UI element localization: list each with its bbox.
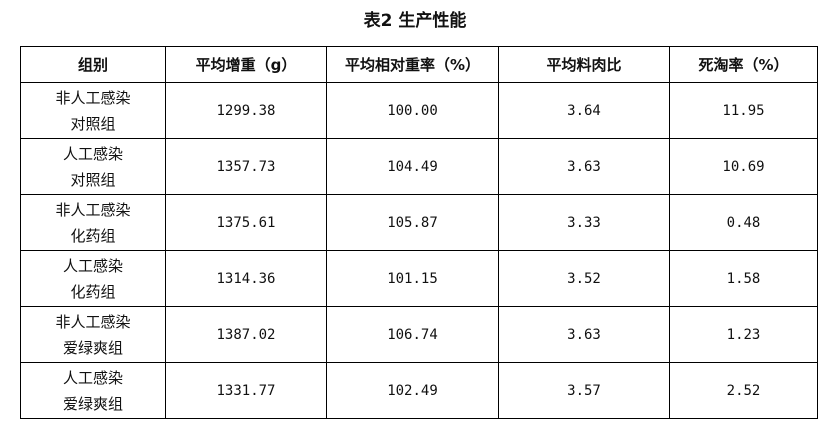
- group-label-line: 非人工感染: [55, 312, 131, 331]
- value-cell: 102.49: [326, 362, 499, 419]
- table-row: 人工感染 爱绿爽组 1331.77 102.49 3.57 2.52: [20, 362, 818, 419]
- value-cell: 0.48: [669, 194, 818, 251]
- group-label-line: 人工感染: [62, 256, 123, 275]
- value-cell: 2.52: [669, 362, 818, 419]
- value-cell: 3.52: [498, 250, 670, 307]
- table-row: 非人工感染 对照组 1299.38 100.00 3.64 11.95: [20, 82, 818, 139]
- value-cell: 1331.77: [165, 362, 327, 419]
- value-cell: 1357.73: [165, 138, 327, 195]
- value-cell: 1.23: [669, 306, 818, 363]
- table-row: 人工感染 化药组 1314.36 101.15 3.52 1.58: [20, 250, 818, 307]
- value-cell: 3.63: [498, 306, 670, 363]
- group-label-line: 非人工感染: [55, 88, 131, 107]
- group-label-line: 非人工感染: [55, 200, 131, 219]
- table-row: 人工感染 对照组 1357.73 104.49 3.63 10.69: [20, 138, 818, 195]
- group-label-line: 化药组: [70, 282, 116, 301]
- value-cell: 3.64: [498, 82, 670, 139]
- value-cell: 106.74: [326, 306, 499, 363]
- group-cell: 人工感染 化药组: [20, 250, 166, 307]
- group-label-line: 人工感染: [62, 144, 123, 163]
- group-cell: 人工感染 对照组: [20, 138, 166, 195]
- group-cell: 非人工感染 爱绿爽组: [20, 306, 166, 363]
- value-cell: 3.57: [498, 362, 670, 419]
- column-header: 平均增重（g）: [165, 46, 327, 83]
- header-row: 组别 平均增重（g） 平均相对重率（%） 平均料肉比 死淘率（%）: [20, 46, 818, 83]
- value-cell: 1.58: [669, 250, 818, 307]
- value-cell: 11.95: [669, 82, 818, 139]
- production-performance-table: 组别 平均增重（g） 平均相对重率（%） 平均料肉比 死淘率（%） 非人工感染 对照组 12…: [20, 46, 818, 419]
- group-label-line: 人工感染: [62, 368, 123, 387]
- group-label-line: 爱绿爽组: [62, 338, 123, 357]
- value-cell: 1299.38: [165, 82, 327, 139]
- table-row: 非人工感染 化药组 1375.61 105.87 3.33 0.48: [20, 194, 818, 251]
- value-cell: 100.00: [326, 82, 499, 139]
- value-cell: 104.49: [326, 138, 499, 195]
- value-cell: 101.15: [326, 250, 499, 307]
- group-label-line: 对照组: [70, 170, 116, 189]
- column-header: 平均相对重率（%）: [326, 46, 499, 83]
- group-cell: 非人工感染 对照组: [20, 82, 166, 139]
- group-label-line: 化药组: [70, 226, 116, 245]
- value-cell: 1375.61: [165, 194, 327, 251]
- value-cell: 10.69: [669, 138, 818, 195]
- value-cell: 3.63: [498, 138, 670, 195]
- value-cell: 1314.36: [165, 250, 327, 307]
- value-cell: 3.33: [498, 194, 670, 251]
- column-header: 平均料肉比: [498, 46, 670, 83]
- value-cell: 1387.02: [165, 306, 327, 363]
- column-header: 死淘率（%）: [669, 46, 818, 83]
- table-row: 非人工感染 爱绿爽组 1387.02 106.74 3.63 1.23: [20, 306, 818, 363]
- value-cell: 105.87: [326, 194, 499, 251]
- table-title: 表2 生产性能: [363, 11, 467, 31]
- group-label-line: 对照组: [70, 114, 116, 133]
- column-header: 组别: [20, 46, 166, 83]
- group-cell: 非人工感染 化药组: [20, 194, 166, 251]
- group-cell: 人工感染 爱绿爽组: [20, 362, 166, 419]
- group-label-line: 爱绿爽组: [62, 394, 123, 413]
